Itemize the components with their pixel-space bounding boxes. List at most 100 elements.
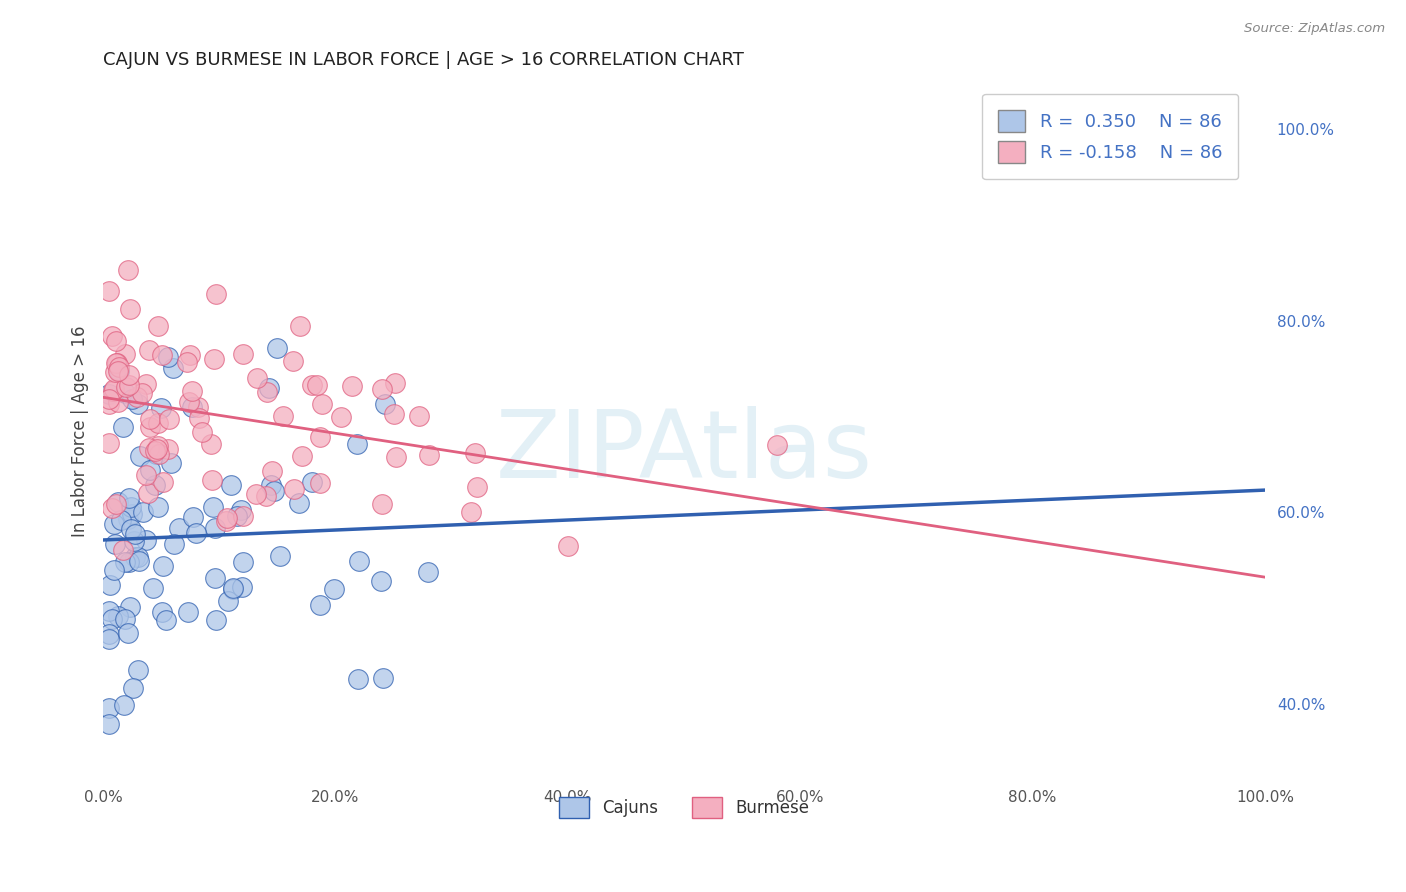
Point (245, 487, 267, 501)
Point (97, 700, 120, 714)
Point (215, 514, 238, 528)
Point (371, 497, 394, 511)
Point (138, 442, 160, 456)
Point (107, 356, 129, 370)
Point (120, 500, 142, 515)
Point (371, 382, 394, 396)
Point (112, 698, 135, 712)
Text: CAJUN VS BURMESE IN LABOR FORCE | AGE > 16 CORRELATION CHART: CAJUN VS BURMESE IN LABOR FORCE | AGE > … (103, 51, 744, 69)
Point (107, 364, 129, 378)
Point (148, 500, 170, 514)
Point (232, 509, 254, 524)
Point (104, 365, 127, 379)
Point (152, 475, 174, 489)
Point (385, 450, 408, 464)
Point (103, 382, 125, 396)
Point (254, 489, 277, 503)
Point (305, 377, 328, 392)
Point (148, 416, 170, 430)
Point (114, 555, 136, 569)
Point (232, 347, 254, 361)
Point (460, 505, 482, 519)
Point (260, 478, 283, 492)
Point (346, 437, 368, 451)
Point (107, 495, 129, 509)
Point (266, 341, 288, 355)
Point (146, 442, 169, 456)
Point (138, 343, 160, 358)
Point (382, 407, 405, 421)
Point (184, 526, 207, 541)
Point (204, 351, 226, 366)
Point (143, 477, 166, 491)
Point (408, 409, 430, 423)
Point (177, 395, 200, 409)
Point (118, 599, 141, 614)
Point (104, 497, 127, 511)
Point (127, 550, 149, 565)
Point (179, 348, 201, 362)
Point (97, 627, 120, 641)
Point (108, 363, 131, 377)
Point (263, 483, 285, 498)
Point (146, 318, 169, 333)
Point (347, 672, 370, 686)
Point (152, 558, 174, 573)
Point (219, 478, 242, 492)
Point (288, 496, 311, 510)
Point (112, 542, 135, 557)
Point (139, 420, 162, 434)
Legend: Cajuns, Burmese: Cajuns, Burmese (553, 790, 815, 824)
Point (256, 384, 278, 399)
Point (557, 539, 579, 553)
Point (101, 501, 124, 516)
Point (217, 510, 239, 524)
Point (143, 443, 166, 458)
Point (97, 604, 120, 618)
Point (135, 377, 157, 392)
Point (98, 577, 121, 591)
Point (176, 605, 198, 619)
Point (205, 613, 228, 627)
Point (283, 482, 305, 496)
Point (232, 555, 254, 569)
Point (311, 397, 333, 411)
Point (176, 355, 198, 369)
Point (103, 563, 125, 577)
Point (125, 390, 148, 404)
Point (121, 392, 143, 407)
Point (370, 574, 392, 588)
Point (309, 476, 332, 491)
Point (114, 347, 136, 361)
Point (120, 522, 142, 536)
Point (101, 612, 124, 626)
Point (181, 510, 204, 524)
Point (107, 609, 129, 624)
Point (191, 425, 214, 440)
Point (104, 334, 127, 348)
Point (225, 508, 247, 523)
Point (281, 354, 304, 368)
Point (131, 386, 153, 401)
Point (131, 505, 153, 519)
Point (118, 368, 141, 383)
Point (128, 554, 150, 568)
Point (118, 491, 141, 505)
Point (301, 475, 323, 490)
Point (97, 392, 120, 407)
Point (149, 401, 172, 415)
Point (146, 439, 169, 453)
Point (115, 380, 138, 394)
Point (217, 594, 239, 608)
Point (145, 447, 167, 461)
Point (114, 611, 136, 625)
Y-axis label: In Labor Force | Age > 16: In Labor Force | Age > 16 (72, 325, 89, 537)
Point (155, 613, 177, 627)
Point (384, 376, 406, 390)
Point (374, 397, 396, 411)
Point (97, 397, 120, 411)
Point (118, 378, 141, 392)
Point (103, 384, 125, 398)
Point (373, 671, 395, 685)
Point (301, 378, 323, 392)
